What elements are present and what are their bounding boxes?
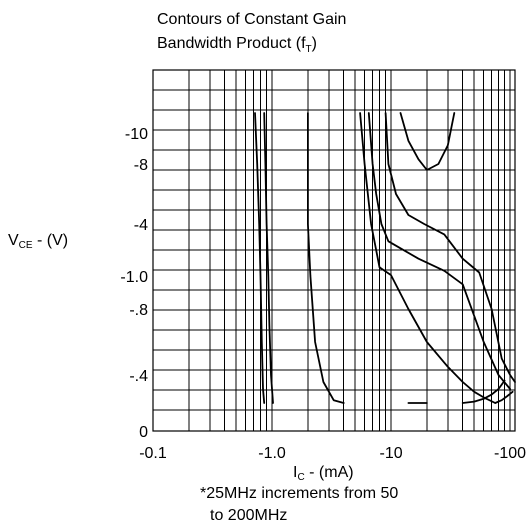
y-tick-label: -1.0	[120, 269, 148, 286]
increment-note-line-1: *25MHz increments from 50	[200, 485, 398, 502]
contour-curve-9	[461, 379, 506, 404]
x-axis-label: IC - (mA)	[293, 464, 354, 483]
x-tick-labels: -0.1 -1.0 -10 -100	[139, 445, 526, 462]
plot-frame	[152, 69, 516, 432]
contour-curve-3	[307, 112, 345, 404]
chart-title-line-1: Contours of Constant Gain	[157, 11, 346, 28]
y-tick-label: -.8	[129, 302, 148, 319]
y-tick-label: -8	[134, 157, 148, 174]
contour-curve-1	[254, 112, 266, 404]
contour-curve-2	[263, 112, 274, 404]
x-tick-label: -1.0	[258, 445, 286, 462]
contour-curve-5	[367, 112, 511, 390]
title-subscript: T	[306, 44, 312, 55]
contour-curve-10	[494, 390, 514, 404]
plot-grid	[152, 70, 515, 431]
y-axis-label: VCE - (V)	[8, 232, 68, 251]
y-tick-label: -4	[134, 217, 148, 234]
y-tick-label: 0	[139, 424, 148, 441]
x-tick-label: -0.1	[139, 445, 167, 462]
y-tick-label: -.4	[129, 368, 148, 385]
contour-curve-4	[359, 112, 497, 404]
chart-title-line-2: Bandwidth Product (fT)	[157, 35, 317, 55]
contour-curve-6	[384, 112, 516, 383]
x-tick-label: -100	[494, 445, 526, 462]
y-tick-label: -10	[125, 126, 148, 143]
contour-curves	[254, 112, 516, 404]
x-tick-label: -10	[379, 445, 402, 462]
y-tick-labels: 0 -.4 -.8 -1.0 -4 -8 -10	[120, 126, 148, 441]
increment-note-line-2: to 200MHz	[210, 507, 287, 524]
contour-curve-7	[399, 112, 456, 171]
chart-title: Contours of Constant Gain Bandwidth Prod…	[157, 11, 346, 55]
